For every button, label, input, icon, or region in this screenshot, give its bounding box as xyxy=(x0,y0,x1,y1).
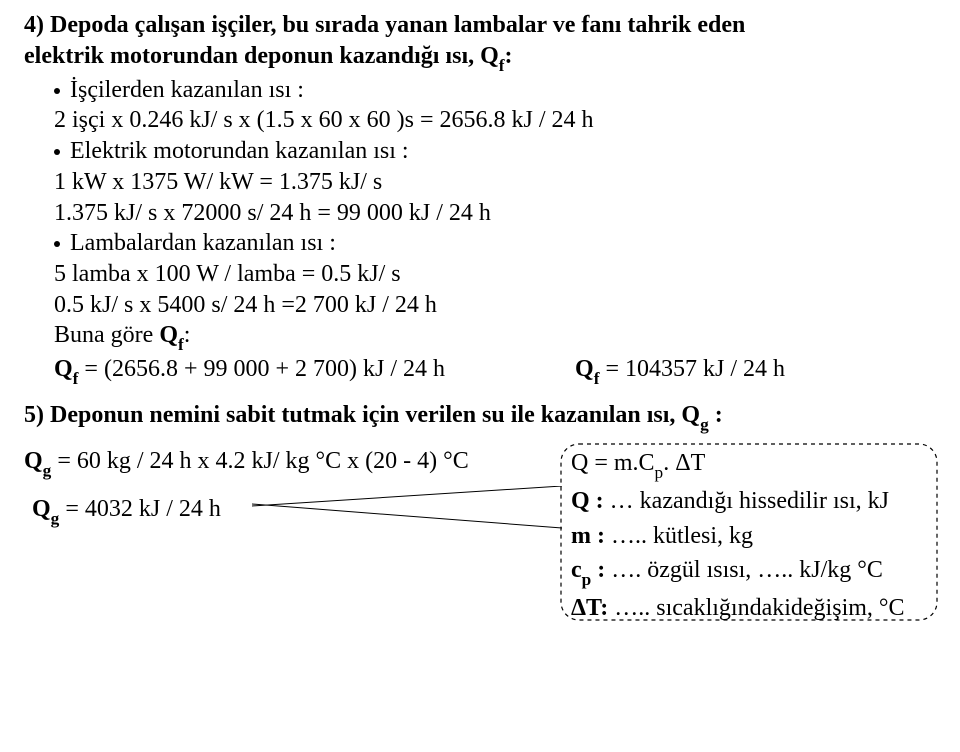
section5-heading: 5) Deponun nemini sabit tutmak için veri… xyxy=(24,400,936,434)
section4-heading-line2: elektrik motorundan deponun kazandığı ıs… xyxy=(24,41,936,75)
calc-lamps-1: 5 lamba x 100 W / lamba = 0.5 kJ/ s xyxy=(24,259,936,290)
document-page: 4) Depoda çalışan işçiler, bu sırada yan… xyxy=(0,0,960,656)
qf-right-eq: = 104357 kJ / 24 h xyxy=(599,356,785,382)
bullet-lamps-text: Lambalardan kazanılan ısı : xyxy=(70,228,336,259)
qf-result-left: Qf = (2656.8 + 99 000 + 2 700) kJ / 24 h xyxy=(54,354,445,388)
bullet-dot-icon xyxy=(54,149,60,155)
qg-eq1: Qg = 60 kg / 24 h x 4.2 kJ/ kg °C x (20 … xyxy=(24,446,544,480)
bullet-motor-text: Elektrik motorundan kazanılan ısı : xyxy=(70,136,409,167)
section4-heading-sub: f xyxy=(499,56,505,75)
bullet-motor: Elektrik motorundan kazanılan ısı : xyxy=(24,136,936,167)
calc-workers: 2 işçi x 0.246 kJ/ s x (1.5 x 60 x 60 )s… xyxy=(24,105,936,136)
section4-heading-colon: : xyxy=(505,43,513,69)
callout-r3a: m : xyxy=(571,523,611,549)
callout-r1a: Q = m.C xyxy=(571,450,655,476)
bullet-dot-icon xyxy=(54,241,60,247)
bullet-workers: İşçilerden kazanılan ısı : xyxy=(24,75,936,106)
calc-lamps-2: 0.5 kJ/ s x 5400 s/ 24 h =2 700 kJ / 24 … xyxy=(24,290,936,321)
section4-heading-line1: 4) Depoda çalışan işçiler, bu sırada yan… xyxy=(24,10,936,41)
bullet-dot-icon xyxy=(54,88,60,94)
qf-right-sub: f xyxy=(594,369,600,388)
qg-equations: Qg = 60 kg / 24 h x 4.2 kJ/ kg °C x (20 … xyxy=(24,446,544,528)
section4-heading-text: elektrik motorundan deponun kazandığı ıs… xyxy=(24,43,499,69)
callout-row5: ΔT: ….. sıcaklığındakideğişim, °C xyxy=(571,593,927,624)
formula-callout: Q = m.Cp. ΔT Q : … kazandığı hissedilir … xyxy=(559,442,939,622)
callout-r2b: … kazandığı hissedilir ısı, kJ xyxy=(610,488,889,514)
callout-row3: m : ….. kütlesi, kg xyxy=(571,521,927,552)
qf-left-q: Q xyxy=(54,356,73,382)
therefore-colon: : xyxy=(184,322,191,348)
section5-body: Qg = 60 kg / 24 h x 4.2 kJ/ kg °C x (20 … xyxy=(24,446,936,646)
callout-r1b: . ΔT xyxy=(663,450,705,476)
qg2-sub: g xyxy=(51,509,60,528)
callout-r4-sub: p xyxy=(582,570,592,589)
qg2-q: Q xyxy=(32,496,51,522)
qf-result-row: Qf = (2656.8 + 99 000 + 2 700) kJ / 24 h… xyxy=(24,354,936,388)
calc-motor-2: 1.375 kJ/ s x 72000 s/ 24 h = 99 000 kJ … xyxy=(24,198,936,229)
callout-r5a: ΔT: xyxy=(571,595,614,621)
qf-left-eq: = (2656.8 + 99 000 + 2 700) kJ / 24 h xyxy=(78,356,445,382)
callout-row1: Q = m.Cp. ΔT xyxy=(571,448,927,482)
section5-heading-colon: : xyxy=(709,402,723,428)
calc-motor-1: 1 kW x 1375 W/ kW = 1.375 kJ/ s xyxy=(24,167,936,198)
therefore-prefix: Buna göre xyxy=(54,322,159,348)
qg1-q: Q xyxy=(24,448,43,474)
callout-row4: cp : …. özgül ısısı, ….. kJ/kg °C xyxy=(571,555,927,589)
section5-heading-text: 5) Deponun nemini sabit tutmak için veri… xyxy=(24,402,700,428)
callout-row2: Q : … kazandığı hissedilir ısı, kJ xyxy=(571,486,927,517)
bullet-workers-text: İşçilerden kazanılan ısı : xyxy=(70,75,304,106)
therefore-line: Buna göre Qf: xyxy=(24,320,936,354)
bullet-lamps: Lambalardan kazanılan ısı : xyxy=(24,228,936,259)
qf-right-q: Q xyxy=(575,356,594,382)
callout-r2a: Q : xyxy=(571,488,610,514)
section5-heading-sub: g xyxy=(700,415,709,434)
callout-r4c: …. özgül ısısı, ….. kJ/kg °C xyxy=(611,557,883,583)
callout-r5b: ….. sıcaklığındakideğişim, °C xyxy=(614,595,904,621)
qg-eq2: Qg = 4032 kJ / 24 h xyxy=(32,494,544,528)
callout-r4b: : xyxy=(591,557,611,583)
qf-result-right: Qf = 104357 kJ / 24 h xyxy=(575,354,785,388)
callout-r1-sub: p xyxy=(655,463,664,482)
therefore-sub: f xyxy=(178,335,184,354)
qf-left-sub: f xyxy=(73,369,79,388)
qg2-rest: = 4032 kJ / 24 h xyxy=(59,496,221,522)
qg1-sub: g xyxy=(43,461,52,480)
therefore-q: Q xyxy=(159,322,178,348)
callout-r4a: c xyxy=(571,557,582,583)
qg1-rest: = 60 kg / 24 h x 4.2 kJ/ kg °C x (20 - 4… xyxy=(51,448,468,474)
callout-r3b: ….. kütlesi, kg xyxy=(611,523,753,549)
